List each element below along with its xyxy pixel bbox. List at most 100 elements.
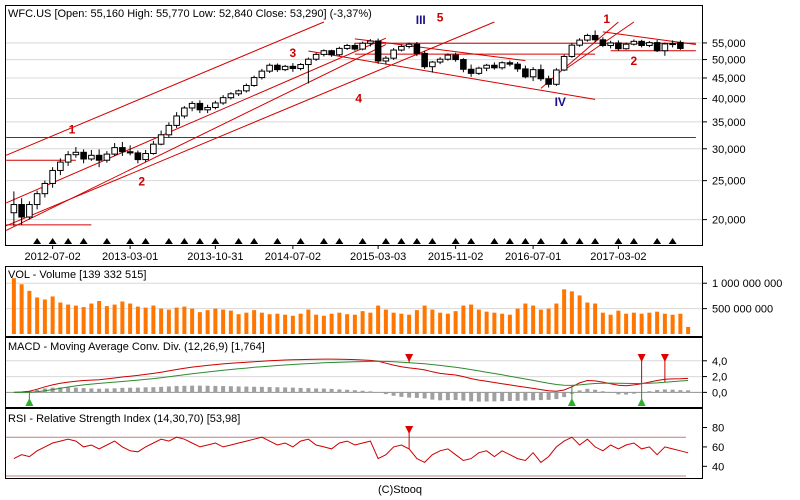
volume-bar <box>445 313 450 334</box>
candle <box>436 57 444 65</box>
macd-hist-bar <box>515 392 520 401</box>
macd-hist-bar <box>647 391 652 393</box>
volume-tick-label: 500 000 000 <box>712 304 773 316</box>
candle <box>204 104 211 114</box>
macd-hist-bar <box>655 390 660 393</box>
period-marker <box>397 238 406 244</box>
candle <box>188 101 196 112</box>
candle <box>514 62 521 72</box>
candle <box>103 151 111 163</box>
macd-hist-bar <box>600 391 605 393</box>
volume-bar <box>11 278 16 334</box>
candle <box>498 61 506 70</box>
volume-bar <box>360 311 365 334</box>
volume-bar <box>569 291 574 334</box>
macd-hist-bar <box>267 387 272 393</box>
volume-bar <box>205 310 210 334</box>
volume-bar <box>507 314 512 334</box>
candle <box>405 42 413 49</box>
candle <box>235 89 242 96</box>
candle <box>305 57 312 84</box>
price-tick-label: 30,000 <box>712 144 746 156</box>
period-marker <box>451 238 460 244</box>
volume-bar <box>647 312 652 334</box>
candle <box>258 68 266 80</box>
date-tick-label: 2015-11-02 <box>428 251 483 263</box>
macd-hist-bar <box>554 392 559 400</box>
candle-body <box>475 67 483 74</box>
candle-body <box>545 78 552 85</box>
candle-body <box>188 102 196 109</box>
date-tick-label: 2013-03-01 <box>102 251 158 263</box>
macd-hist-bar <box>461 392 466 401</box>
period-marker <box>79 238 88 244</box>
macd-hist-bar <box>616 392 621 395</box>
candle <box>584 33 591 42</box>
candle-body <box>289 65 297 70</box>
candle-body <box>398 45 405 51</box>
candle <box>452 52 459 62</box>
buy-marker <box>637 398 646 406</box>
macd-hist-bar <box>81 388 86 393</box>
candle-body <box>111 147 118 155</box>
macd-hist-bar <box>345 389 350 393</box>
macd-hist-bar <box>360 390 365 393</box>
volume-bar <box>639 313 644 334</box>
candle-body <box>537 69 545 80</box>
sell-marker <box>405 354 414 362</box>
volume-bar <box>546 308 551 334</box>
macd-hist-bar <box>624 392 629 395</box>
macd-hist-bar <box>236 386 241 393</box>
price-panel <box>5 5 703 246</box>
candle <box>88 149 95 161</box>
volume-bar <box>554 303 559 334</box>
candle-body <box>274 64 281 71</box>
volume-bar <box>484 311 489 334</box>
candle <box>266 63 273 73</box>
period-marker <box>560 238 569 244</box>
macd-hist-bar <box>546 392 551 400</box>
volume-bar <box>58 302 63 334</box>
volume-bar <box>670 314 675 334</box>
macd-hist-bar <box>275 387 280 393</box>
candle-body <box>320 50 328 55</box>
buy-marker <box>25 398 34 406</box>
wave-label: 4 <box>355 92 362 106</box>
candle <box>33 190 41 210</box>
rsi-grid <box>6 436 686 477</box>
volume-bar <box>523 303 528 334</box>
volume-bar <box>306 309 311 334</box>
macd-hist-bar <box>11 392 16 393</box>
candle <box>491 62 498 70</box>
candle-body <box>157 134 165 145</box>
candle-body <box>452 54 459 61</box>
wave-labels: 1 2 3 4 5 III IV 1 2 <box>69 11 638 189</box>
candle <box>669 40 676 48</box>
period-marker <box>250 238 259 244</box>
period-marker <box>180 238 189 244</box>
candle-body <box>10 204 18 214</box>
volume-bar <box>430 309 435 334</box>
volume-bar <box>97 301 102 334</box>
volume-bar <box>190 308 195 334</box>
trendline <box>563 21 635 71</box>
macd-hist-bar <box>120 387 125 393</box>
volume-bar <box>608 314 613 334</box>
candle-body <box>196 102 204 111</box>
period-marker <box>126 238 135 244</box>
candle <box>80 149 87 164</box>
macd-hist-bar <box>159 386 164 393</box>
macd-hist-bar <box>321 388 326 393</box>
candle <box>374 38 382 64</box>
candle <box>398 44 405 52</box>
macd-hist-bar <box>73 387 78 393</box>
macd-hist-bar <box>399 392 404 397</box>
date-tick-label: 2012-07-02 <box>24 251 80 263</box>
period-marker <box>48 238 57 244</box>
volume-bar <box>267 314 272 334</box>
candle-body <box>103 153 111 161</box>
volume-bar <box>352 314 357 334</box>
period-marker <box>591 238 600 244</box>
period-marker <box>234 238 243 244</box>
candle-body <box>88 154 95 160</box>
